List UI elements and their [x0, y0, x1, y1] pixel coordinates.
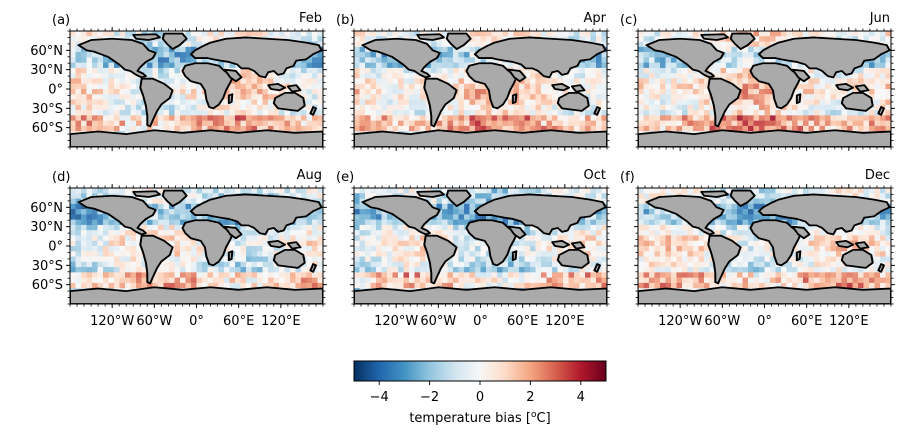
colorbar-label: temperature bias [oC] — [409, 410, 550, 426]
colorbar-tick-label: −2 — [420, 390, 439, 405]
colorbar-tick-label: 2 — [526, 390, 534, 405]
lon-tick-label: 120°W — [658, 314, 702, 329]
panel-month: Oct — [584, 168, 606, 183]
lon-tick-label: 60°W — [704, 314, 740, 329]
map-panel-jun: (c) Jun — [620, 11, 895, 151]
lat-tick-label: 60°N — [30, 44, 63, 59]
colorbar-label-unit: C] — [537, 411, 551, 426]
panel-letter: (f) — [620, 170, 635, 185]
panel-letter: (a) — [52, 13, 70, 28]
lon-tick-label: 60°E — [791, 314, 822, 329]
bias-field — [70, 31, 323, 147]
lon-tick-label: 120°E — [829, 314, 869, 329]
bias-field — [638, 188, 891, 304]
panel-month: Apr — [584, 11, 607, 26]
panel-month: Aug — [297, 168, 322, 183]
map-panel-apr: (b) Apr — [336, 11, 611, 151]
lon-tick-label: 120°E — [545, 314, 585, 329]
lon-tick-label: 0° — [473, 314, 488, 329]
colorbar: −4 −2 0 2 4 temperature bias [oC] — [353, 360, 607, 426]
lon-tick-label: 120°E — [261, 314, 301, 329]
colorbar-gradient — [353, 360, 607, 382]
lat-tick-label: 30°S — [32, 102, 63, 117]
panel-letter: (b) — [336, 13, 354, 28]
map-panel-oct: 120°W 60°W 0° 60°E 120°E (e) Oct — [336, 168, 611, 329]
lon-tick-label: 60°E — [223, 314, 254, 329]
lon-tick-label: 120°W — [90, 314, 134, 329]
panel-letter: (e) — [336, 170, 354, 185]
lat-tick-label: 30°N — [30, 63, 63, 78]
colorbar-label-text: temperature bias [ — [409, 411, 531, 426]
panel-month: Jun — [869, 11, 890, 26]
lon-tick-label: 60°W — [136, 314, 172, 329]
panel-letter: (c) — [620, 13, 637, 28]
panel-letter: (d) — [52, 170, 70, 185]
bias-field — [70, 188, 323, 304]
lon-tick-label: 0° — [189, 314, 204, 329]
panel-month: Feb — [299, 11, 322, 26]
colorbar-label-superscript: o — [531, 410, 537, 420]
lon-tick-label: 0° — [757, 314, 772, 329]
panel-month: Dec — [865, 168, 890, 183]
lon-tick-label: 60°W — [420, 314, 456, 329]
lat-tick-label: 30°N — [30, 220, 63, 235]
colorbar-tick-label: 4 — [577, 390, 585, 405]
lat-tick-label: 0° — [48, 83, 63, 98]
map-panel-aug: 60°N 30°N 0° 30°S 60°S 120°W 60°W 0° 60°E 120°E (d… — [30, 168, 327, 329]
colorbar-tick-label: 0 — [476, 390, 484, 405]
panels-container: 60°N 30°N 0° 30°S 60°S (a) Feb (b) Apr (c) Jun 60°N… — [30, 11, 895, 329]
lon-tick-label: 60°E — [507, 314, 538, 329]
bias-field — [638, 31, 891, 147]
lon-tick-label: 120°W — [374, 314, 418, 329]
lat-tick-label: 0° — [48, 240, 63, 255]
lat-tick-label: 60°N — [30, 201, 63, 216]
colorbar-tick-label: −4 — [370, 390, 389, 405]
lat-tick-label: 30°S — [32, 259, 63, 274]
map-panel-feb: 60°N 30°N 0° 30°S 60°S (a) Feb — [30, 11, 327, 151]
bias-field — [354, 188, 607, 304]
map-panel-dec: 120°W 60°W 0° 60°E 120°E (f) Dec — [620, 168, 895, 329]
lat-tick-label: 60°S — [32, 278, 63, 293]
lat-tick-label: 60°S — [32, 121, 63, 136]
bias-field — [354, 31, 607, 147]
